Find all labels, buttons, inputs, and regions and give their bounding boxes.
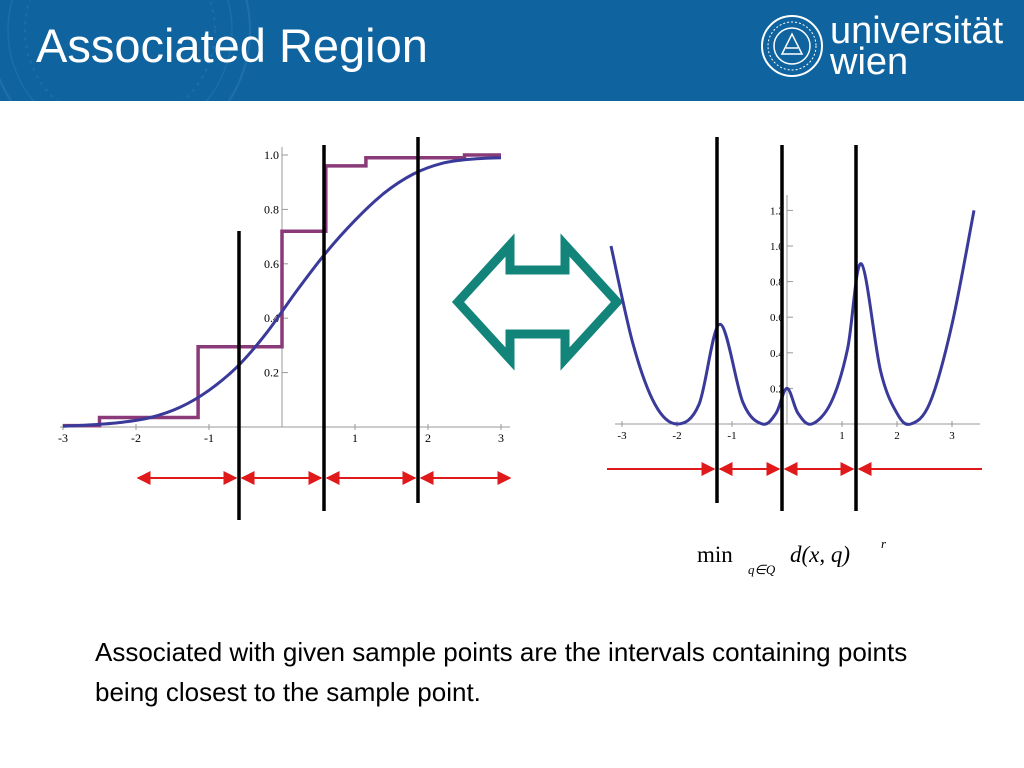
header-seal-watermark: [0, 0, 251, 101]
formula-min: min: [697, 542, 733, 567]
step-function-curve: [63, 153, 501, 428]
min-distance-formula: min q∈Q d(x, q) r: [697, 536, 887, 577]
right-x-tick-label: 3: [949, 430, 955, 442]
right-x-tick-label: -1: [727, 430, 736, 442]
left-y-tick-label: 0.8: [264, 202, 279, 216]
left-x-tick-label: -2: [131, 431, 141, 445]
min-distance-curve: [609, 210, 976, 426]
logo-line-2: wien: [830, 41, 909, 83]
right-x-tick-label: 1: [839, 430, 845, 442]
right-x-tick-label: -3: [617, 430, 627, 442]
left-x-tick-label: 2: [425, 431, 431, 445]
logo-line-1: universität: [830, 10, 1004, 52]
cdf-step-chart: -3 -2 -1 1 2 3 0.20.40.60.81.0: [58, 137, 512, 520]
right-x-tick-label: 2: [894, 430, 900, 442]
smooth-cdf-curve: [62, 156, 502, 428]
left-y-tick-label: 0.2: [264, 366, 279, 380]
left-x-tick-label: -3: [58, 431, 68, 445]
distance-function-chart: -3 -2 -1 1 2 3 0.20.40.60.81.01.2: [607, 137, 982, 511]
left-x-tick-label: 3: [498, 431, 504, 445]
body-text: Associated with given sample points are …: [95, 637, 908, 707]
right-x-tick-label: -2: [672, 430, 681, 442]
header-bar: Associated Region universität wien: [0, 0, 1024, 101]
university-wordmark: universität wien: [830, 10, 1004, 83]
equivalence-double-arrow: [451, 233, 624, 371]
formula-subscript: q∈Q: [748, 562, 776, 577]
left-x-tick-label: 1: [352, 431, 358, 445]
diagram-stage: -3 -2 -1 1 2 3 0.20.40.60.81.0 -3 -2 -1 1 2 3 0.20…: [58, 137, 982, 577]
slide-title: Associated Region: [36, 19, 428, 72]
left-y-tick-label: 1.0: [264, 148, 279, 162]
university-seal-logo: [761, 15, 823, 77]
left-x-tick-label: -1: [204, 431, 214, 445]
formula-expression: d(x, q): [790, 542, 850, 567]
formula-power: r: [881, 536, 887, 551]
left-y-tick-label: 0.6: [264, 257, 279, 271]
